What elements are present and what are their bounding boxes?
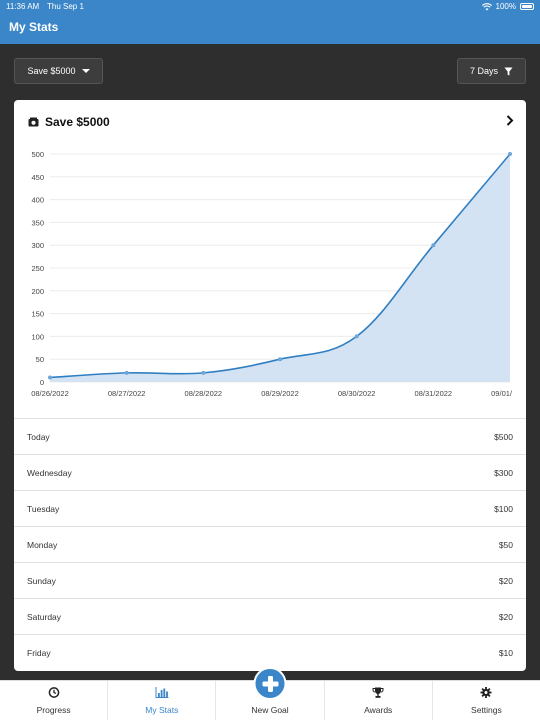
tab-my-stats[interactable]: My Stats [108,681,217,720]
list-item: Wednesday $300 [14,454,526,490]
list-item: Friday $10 [14,634,526,670]
x-tick-label: 08/30/2022 [338,389,376,398]
list-item: Sunday $20 [14,562,526,598]
date-range-label: 7 Days [469,66,498,76]
y-tick-label: 500 [31,150,44,159]
data-point [201,370,206,375]
filter-icon [504,66,513,76]
new-goal-button[interactable] [253,667,287,700]
clock-icon [48,687,59,698]
x-tick-label: 08/26/2022 [31,389,69,398]
y-tick-label: 350 [31,218,44,227]
tab-label: Settings [471,705,502,715]
x-tick-label: 08/29/2022 [261,389,299,398]
status-date: Thu Sep 1 [47,2,84,11]
amount-value: $50 [498,539,513,550]
tab-progress[interactable]: Progress [0,681,109,720]
money-icon [28,117,39,127]
y-tick-label: 300 [31,241,44,250]
x-tick-label: 08/31/2022 [415,389,453,398]
y-tick-label: 450 [31,173,44,182]
amount-value: $500 [494,431,513,442]
chart-area [50,154,510,382]
data-point [354,334,359,339]
day-label: Wednesday [27,467,72,478]
y-tick-label: 250 [31,264,44,273]
status-time: 11:36 AM [6,2,40,11]
page-title: My Stats [9,20,59,34]
y-tick-label: 0 [40,378,44,387]
goal-stats-card: Save $5000 500 450 400 350 300 250 200 150 100 50… [14,100,526,671]
day-label: Friday [27,647,51,658]
tab-label: My Stats [145,705,179,715]
y-tick-label: 50 [36,355,44,364]
y-tick-label: 200 [31,287,44,296]
battery-percent: 100% [495,2,516,11]
data-point [508,152,512,156]
amount-value: $300 [494,467,513,478]
tab-settings[interactable]: Settings [433,681,540,720]
amount-value: $20 [498,611,513,622]
amount-value: $10 [498,647,513,658]
y-tick-label: 100 [31,332,44,341]
day-label: Today [27,431,50,442]
y-tick-label: 150 [31,310,44,319]
day-label: Tuesday [27,503,60,514]
list-item: Tuesday $100 [14,490,526,526]
battery-icon [520,3,534,10]
tab-label: Awards [364,705,393,715]
list-item: Today $500 [14,418,526,454]
amount-value: $100 [494,503,513,514]
status-bar: 11:36 AM Thu Sep 1 100% [0,0,540,13]
x-tick-label: 08/28/2022 [185,389,223,398]
amount-value: $20 [498,575,513,586]
trophy-icon [372,687,384,698]
tab-bar: Progress My Stats New Goal Awards [0,667,540,720]
gear-icon [480,687,492,698]
day-label: Sunday [27,575,56,586]
day-label: Saturday [27,611,62,622]
plus-icon [262,675,278,692]
data-point [48,375,52,380]
tab-new-goal[interactable]: New Goal [216,667,325,720]
caret-down-icon [81,69,90,73]
list-item: Monday $50 [14,526,526,562]
x-tick-label: 08/27/2022 [108,389,146,398]
status-right: 100% [481,0,534,13]
card-title: Save $5000 [45,115,110,129]
data-point [124,370,129,375]
bar-chart-icon [155,687,169,698]
tab-awards[interactable]: Awards [325,681,433,720]
day-label: Monday [27,539,58,550]
list-item: Saturday $20 [14,598,526,634]
daily-list: Today $500 Wednesday $300 Tuesday $100 Monday $… [14,418,526,670]
wifi-icon [481,2,492,10]
goal-select-label: Save $5000 [27,66,76,76]
data-point [431,243,436,248]
tab-label: New Goal [251,705,289,715]
card-header[interactable]: Save $5000 [28,114,514,130]
nav-bar: My Stats [0,13,540,44]
goal-select-button[interactable]: Save $5000 [14,58,103,84]
y-tick-label: 400 [31,196,44,205]
tab-label: Progress [36,705,71,715]
data-point [278,357,282,362]
chevron-right-icon[interactable] [506,115,514,126]
x-tick-label: 09/01/ [491,389,513,398]
date-range-button[interactable]: 7 Days [457,58,526,84]
